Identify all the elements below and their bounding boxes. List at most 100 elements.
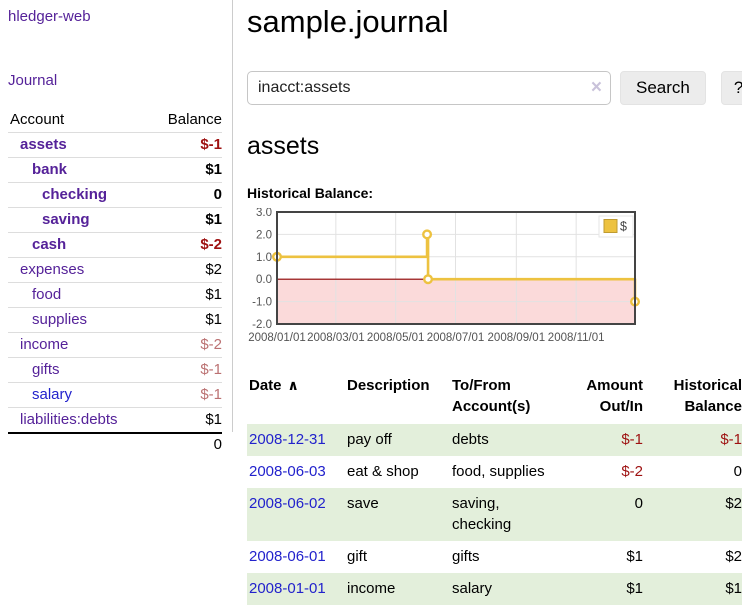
account-balance: $-1 [200, 136, 222, 153]
account-link[interactable]: salary [32, 386, 73, 403]
account-link[interactable]: food [32, 286, 62, 303]
account-link[interactable]: cash [32, 236, 67, 253]
transaction-row: 2008-12-31 pay off debts $-1 $-1 [247, 424, 742, 456]
account-balance: 0 [213, 186, 222, 203]
account-link[interactable]: saving [42, 211, 90, 228]
transaction-date-link[interactable]: 2008-06-02 [249, 494, 326, 512]
transaction-accounts: saving, checking [452, 494, 512, 534]
sort-asc-icon[interactable]: ∧ [287, 376, 299, 393]
account-link[interactable]: income [20, 336, 69, 353]
account-heading: assets [247, 131, 320, 160]
svg-text:2008/03/01: 2008/03/01 [307, 332, 365, 344]
transaction-balance: $2 [725, 494, 742, 512]
svg-text:2008/11/01: 2008/11/01 [548, 332, 605, 344]
transaction-amount: $1 [626, 548, 643, 566]
accounts-header-account: Account [10, 111, 65, 128]
account-balance: $1 [205, 161, 222, 178]
search-form: × Search ? [247, 70, 742, 105]
transaction-row: 2008-06-02 save saving, checking 0 $2 [247, 487, 742, 542]
transaction-accounts: food, supplies [452, 462, 545, 480]
chart-legend: $ [598, 215, 634, 238]
account-link[interactable]: assets [20, 136, 67, 153]
register-header-date: Date ∧ [249, 376, 299, 394]
transaction-date-link[interactable]: 2008-06-01 [249, 548, 326, 566]
transaction-balance: $1 [725, 579, 742, 597]
register-header-row: Date ∧ Description To/From Account(s) Amount… [247, 373, 742, 425]
svg-text:2.0: 2.0 [256, 229, 272, 241]
search-input-wrap: × [247, 70, 611, 105]
account-row: saving $1 [8, 207, 222, 233]
transaction-description: income [347, 579, 396, 597]
transaction-accounts: gifts [452, 548, 480, 566]
account-balance: $2 [205, 261, 222, 278]
app-title-link[interactable]: hledger-web [8, 8, 91, 25]
account-row: income $-2 [8, 332, 222, 358]
account-row: checking 0 [8, 182, 222, 208]
account-row: gifts $-1 [8, 357, 222, 383]
register-header-description: Description [347, 376, 430, 394]
account-link[interactable]: gifts [32, 361, 60, 378]
search-button[interactable]: Search [620, 70, 706, 105]
app-title: hledger-web [8, 8, 222, 25]
account-row: bank $1 [8, 157, 222, 183]
account-link[interactable]: liabilities:debts [20, 411, 118, 428]
chart-title: Historical Balance: [247, 184, 374, 201]
accounts-table: Account Balance assets $-1 bank $1 checking 0… [8, 108, 222, 457]
sidebar-item-journal[interactable]: Journal [8, 72, 58, 89]
svg-text:1.0: 1.0 [256, 251, 272, 263]
account-balance: $-2 [200, 236, 222, 253]
account-balance: $1 [205, 286, 222, 303]
account-row: liabilities:debts $1 [8, 407, 222, 434]
transaction-accounts: debts [452, 431, 489, 449]
transaction-description: save [347, 494, 379, 512]
transaction-description: eat & shop [347, 462, 419, 480]
account-row: supplies $1 [8, 307, 222, 333]
transaction-row: 2008-01-01 income salary $1 $1 [247, 572, 742, 605]
sidebar-nav: Journal [8, 72, 222, 89]
accounts-total-row: 0 [8, 433, 222, 457]
svg-text:-1.0: -1.0 [252, 296, 272, 308]
main-panel: sample.journal × Search ? assets Histori… [233, 0, 742, 605]
account-row: assets $-1 [8, 132, 222, 158]
account-row: expenses $2 [8, 257, 222, 283]
transaction-date-link[interactable]: 2008-01-01 [249, 579, 326, 597]
register-header-balance: Historical Balance [673, 376, 742, 416]
account-link[interactable]: checking [42, 186, 108, 203]
transaction-row: 2008-06-03 eat & shop food, supplies $-2 0 [247, 456, 742, 488]
svg-text:-2.0: -2.0 [252, 319, 272, 331]
accounts-header-balance: Balance [167, 111, 222, 128]
transaction-balance: 0 [733, 462, 742, 480]
svg-text:2008/01/01: 2008/01/01 [248, 332, 306, 344]
transaction-description: gift [347, 548, 368, 566]
search-input[interactable] [247, 70, 611, 105]
svg-text:0.0: 0.0 [256, 274, 272, 286]
account-row: salary $-1 [8, 382, 222, 408]
transaction-description: pay off [347, 431, 392, 449]
account-balance: $-1 [200, 361, 222, 378]
transaction-amount: $1 [626, 579, 643, 597]
transaction-date-link[interactable]: 2008-12-31 [249, 431, 326, 449]
accounts-total-value: 0 [213, 436, 222, 453]
sidebar: hledger-web Journal Account Balance asse… [0, 0, 233, 453]
transaction-date-link[interactable]: 2008-06-03 [249, 462, 326, 480]
transaction-amount: 0 [634, 494, 643, 512]
account-balance: $-1 [200, 386, 222, 403]
transaction-balance: $-1 [720, 431, 742, 449]
account-link[interactable]: bank [32, 161, 68, 178]
register-header-amount: Amount Out/In [586, 376, 643, 416]
account-link[interactable]: supplies [32, 311, 88, 328]
help-button[interactable]: ? [720, 70, 742, 105]
transaction-amount: $-1 [621, 431, 643, 449]
svg-text:2008/05/01: 2008/05/01 [367, 332, 425, 344]
account-link[interactable]: expenses [20, 261, 85, 278]
account-balance: $1 [205, 411, 222, 428]
account-row: cash $-2 [8, 232, 222, 258]
svg-text:3.0: 3.0 [256, 208, 272, 219]
clear-search-icon[interactable]: × [590, 76, 602, 98]
page-title: sample.journal [247, 4, 449, 39]
transaction-accounts: salary [452, 579, 493, 597]
svg-text:2008/09/01: 2008/09/01 [488, 332, 546, 344]
account-row: food $1 [8, 282, 222, 308]
register-table: Date ∧ Description To/From Account(s) Amount… [247, 373, 742, 605]
